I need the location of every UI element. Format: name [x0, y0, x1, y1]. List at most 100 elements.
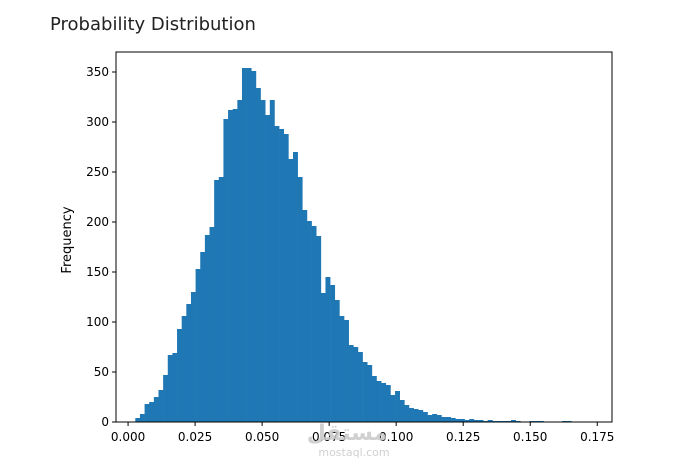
histogram-bar — [362, 362, 368, 422]
histogram-bar — [204, 235, 210, 422]
watermark: مستقل mostaql.com — [307, 421, 390, 459]
histogram-bar — [186, 304, 192, 422]
histogram-bar — [357, 352, 363, 422]
histogram-bar — [473, 420, 479, 422]
histogram-bars — [135, 68, 572, 422]
x-tick-label: 0.075 — [312, 430, 346, 444]
histogram-bar — [279, 129, 285, 422]
x-axis: 0.000 0.025 0.050 0.075 0.100 0.125 0.150 0.175 — [111, 422, 614, 444]
histogram-bar — [413, 409, 419, 422]
x-tick-label: 0.025 — [178, 430, 212, 444]
histogram-bar — [395, 391, 400, 422]
histogram-bar — [478, 420, 484, 422]
histogram-bar — [200, 252, 206, 422]
histogram-bar — [283, 134, 289, 422]
histogram-bar — [251, 71, 257, 422]
histogram-bar — [432, 414, 438, 422]
histogram-bar — [274, 126, 280, 422]
histogram-bar — [269, 100, 275, 422]
histogram-bar — [339, 316, 345, 422]
histogram-bar — [418, 410, 424, 422]
plot-frame — [115, 51, 613, 423]
histogram-bar — [139, 414, 145, 422]
histogram-bar — [348, 345, 354, 422]
histogram-bar — [311, 226, 317, 422]
histogram-bar — [464, 420, 470, 422]
histogram-bar — [441, 417, 447, 422]
histogram-bar — [450, 418, 456, 422]
histogram-bar — [353, 347, 359, 422]
chart-title: Probability Distribution — [50, 14, 256, 35]
histogram-bar — [218, 177, 224, 422]
histogram-bar — [422, 412, 428, 422]
y-tick-label: 250 — [86, 165, 109, 179]
histogram-bar — [404, 405, 410, 422]
histogram-bar — [487, 420, 493, 422]
histogram-bar — [163, 375, 169, 422]
histogram-bar — [228, 110, 234, 422]
watermark-logo: مستقل — [307, 421, 387, 446]
histogram-bar — [344, 320, 349, 422]
histogram-bar — [376, 381, 382, 422]
histogram-bar — [167, 355, 173, 422]
histogram-bar — [367, 365, 373, 422]
histogram-bar — [446, 417, 452, 422]
watermark-url: mostaql.com — [318, 446, 389, 459]
histogram-bar — [195, 269, 201, 422]
histogram-bar — [232, 109, 238, 422]
x-tick-label: 0.150 — [513, 430, 547, 444]
histogram-bar — [190, 292, 196, 422]
histogram-bar — [320, 293, 326, 422]
histogram-bar — [260, 100, 266, 422]
y-tick-label: 350 — [86, 65, 109, 79]
histogram-bar — [293, 152, 298, 422]
y-axis: 0 50 100 150 200 250 300 350 — [86, 65, 116, 429]
histogram-bar — [149, 402, 155, 422]
histogram-bar — [316, 236, 322, 422]
y-tick-label: 200 — [86, 215, 109, 229]
histogram-bar — [158, 390, 164, 422]
histogram-bar — [153, 397, 159, 422]
y-tick-label: 300 — [86, 115, 109, 129]
histogram-bar — [144, 404, 150, 422]
histogram-bar — [469, 419, 475, 422]
histogram-bar — [325, 277, 331, 422]
histogram-bar — [390, 395, 396, 422]
histogram-bar — [399, 400, 405, 422]
x-tick-label: 0.100 — [379, 430, 413, 444]
y-tick-label: 100 — [86, 315, 109, 329]
y-tick-label: 150 — [86, 265, 109, 279]
histogram-bar — [330, 285, 336, 422]
histogram-bar — [334, 300, 340, 422]
histogram-bar — [459, 419, 465, 422]
histogram-bar — [288, 159, 294, 422]
histogram-bar — [455, 419, 461, 422]
histogram-bar — [135, 418, 141, 422]
histogram-bar — [181, 316, 187, 422]
histogram-bar — [223, 119, 229, 422]
histogram-bar — [297, 177, 303, 422]
histogram-bar — [385, 385, 391, 422]
histogram-bar — [381, 383, 387, 422]
x-tick-label: 0.125 — [446, 430, 480, 444]
histogram-bar — [255, 88, 261, 422]
histogram-bar — [237, 100, 243, 422]
histogram-bar — [306, 221, 312, 422]
x-tick-label: 0.000 — [111, 430, 145, 444]
histogram-bar — [241, 68, 247, 422]
y-axis-label: Frequency — [60, 206, 75, 273]
histogram-bar — [302, 210, 308, 422]
histogram-bar — [214, 180, 220, 422]
histogram-bar — [436, 415, 442, 422]
histogram-bar — [265, 115, 271, 422]
histogram-bar — [177, 329, 182, 422]
histogram-bar — [209, 227, 215, 422]
histogram-bar — [511, 420, 516, 422]
y-tick-label: 0 — [101, 415, 109, 429]
histogram-bar — [246, 68, 252, 422]
x-tick-label: 0.175 — [580, 430, 614, 444]
histogram-bar — [172, 353, 178, 422]
histogram-bar — [408, 408, 414, 422]
histogram-bar — [371, 376, 377, 422]
